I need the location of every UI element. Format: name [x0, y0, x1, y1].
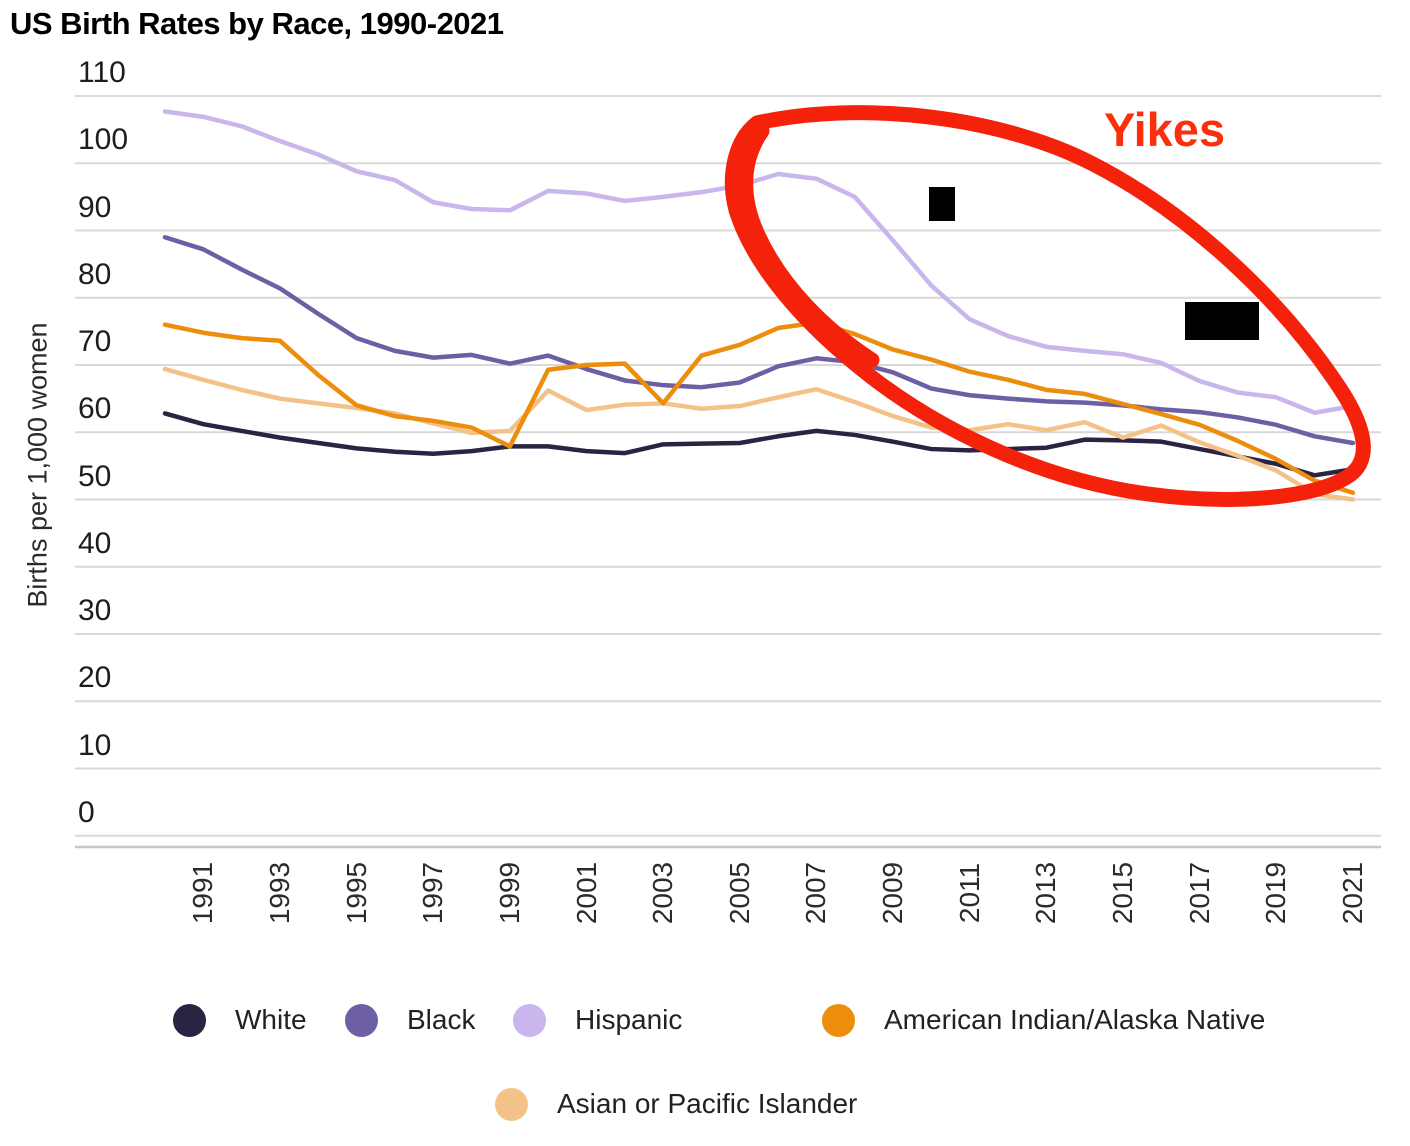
red-ellipse-path [724, 105, 1371, 507]
y-tick-label-100: 100 [78, 123, 129, 157]
legend-item-white: White [173, 1002, 307, 1038]
legend-label-hispanic: Hispanic [575, 1004, 683, 1035]
black-redaction-box-1 [929, 187, 955, 221]
y-tick-label-50: 50 [78, 459, 112, 493]
y-tick-label-10: 10 [78, 728, 112, 762]
red-circle-annotation [724, 105, 1371, 507]
y-tick-label-90: 90 [78, 190, 112, 224]
legend-dot-asian-pacific-islander [495, 1087, 528, 1121]
legend-dot-white [173, 1003, 206, 1037]
y-tick-label-70: 70 [78, 325, 112, 358]
legend-label-black: Black [407, 1004, 476, 1035]
series-line-asian-pacific-islander [162, 366, 1356, 502]
series-line-hispanic [162, 109, 1356, 415]
y-tick-label-40: 40 [78, 526, 112, 560]
y-tick-label-110: 110 [78, 56, 126, 89]
legend-dot-american-indian-alaska-native [822, 1003, 855, 1037]
legend-item-asian-pacific-islander: Asian or Pacific Islander [495, 1086, 857, 1122]
legend-item-hispanic: Hispanic [513, 1002, 682, 1038]
red-ellipse-overlap-stroke [738, 123, 880, 368]
series-line-american-indian-alaska-native [162, 320, 1356, 496]
legend-dot-black [345, 1003, 378, 1037]
y-tick-label-0: 0 [78, 795, 95, 829]
y-tick-label-20: 20 [78, 661, 112, 695]
legend-item-american-indian-alaska-native: American Indian/Alaska Native [822, 1002, 1265, 1038]
series-line-white [162, 411, 1356, 478]
y-tick-label-80: 80 [78, 257, 112, 291]
legend-item-black: Black [345, 1002, 475, 1038]
y-tick-label-30: 30 [78, 594, 112, 627]
yikes-annotation-text: Yikes [1104, 103, 1226, 156]
legend-dot-hispanic [513, 1003, 546, 1037]
legend-label-asian-pacific-islander: Asian or Pacific Islander [557, 1088, 858, 1119]
page-title: US Birth Rates by Race, 1990-2021 [10, 6, 504, 41]
legend-label-white: White [235, 1004, 307, 1035]
series-line-black [162, 234, 1356, 446]
legend-label-american-indian-alaska-native: American Indian/Alaska Native [884, 1004, 1266, 1035]
y-tick-label-60: 60 [78, 392, 112, 426]
black-redaction-box-2 [1185, 302, 1259, 340]
